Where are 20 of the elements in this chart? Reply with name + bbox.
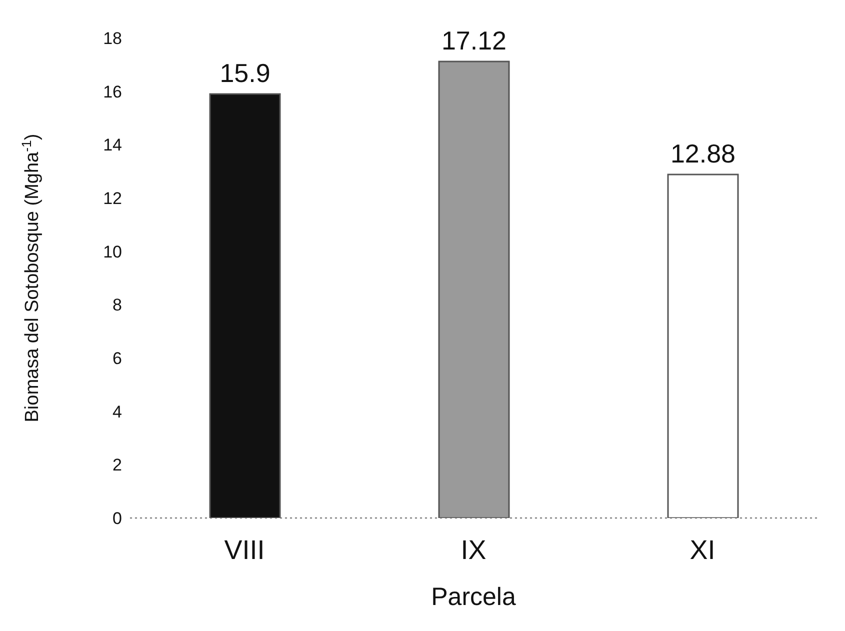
- y-tick-label: 0: [112, 509, 122, 528]
- data-label: 15.9: [220, 58, 270, 88]
- y-tick-label: 8: [112, 296, 122, 315]
- y-tick-label: 18: [103, 29, 122, 48]
- data-label: 17.12: [441, 25, 507, 56]
- x-axis-title: Parcela: [431, 583, 516, 611]
- y-tick-label: 2: [112, 456, 122, 475]
- x-tick-label: VIII: [224, 535, 265, 566]
- y-tick-label: 12: [103, 189, 122, 208]
- x-tick-label: XI: [690, 535, 716, 566]
- y-tick-label: 4: [112, 402, 122, 422]
- data-label: 12.88: [670, 138, 736, 169]
- y-tick-label: 16: [103, 82, 122, 102]
- bar: [438, 60, 510, 518]
- bar: [209, 93, 281, 518]
- x-tick-label: IX: [460, 535, 486, 566]
- y-tick-label: 10: [103, 242, 122, 262]
- y-tick-label: 14: [103, 136, 122, 155]
- y-tick-label: 6: [112, 349, 122, 368]
- bar: [667, 174, 739, 518]
